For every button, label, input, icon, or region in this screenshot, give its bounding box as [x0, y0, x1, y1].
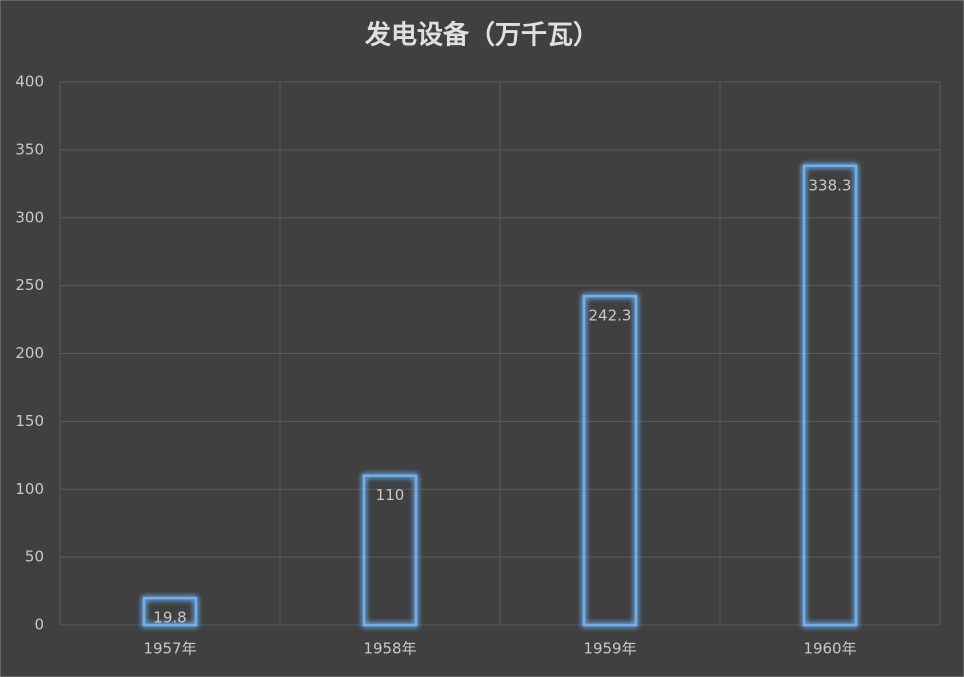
value-label: 338.3 [809, 176, 852, 194]
y-tick-label: 50 [25, 548, 44, 566]
y-tick-label: 200 [15, 344, 44, 362]
x-tick-label: 1957年 [143, 640, 196, 658]
y-tick-label: 400 [15, 73, 44, 91]
x-tick-label: 1958年 [363, 640, 416, 658]
x-tick-label: 1959年 [583, 640, 636, 658]
y-tick-label: 250 [15, 276, 44, 294]
value-label: 110 [376, 486, 405, 504]
y-tick-label: 350 [15, 140, 44, 158]
value-label: 19.8 [153, 609, 186, 627]
y-tick-label: 100 [15, 480, 44, 498]
y-tick-label: 300 [15, 208, 44, 226]
y-tick-label: 150 [15, 412, 44, 430]
bar [362, 474, 418, 627]
value-label: 242.3 [589, 307, 632, 325]
bar [142, 596, 198, 627]
y-tick-label: 0 [34, 616, 44, 634]
bar [802, 164, 858, 627]
bar [582, 294, 638, 627]
x-tick-label: 1960年 [803, 640, 856, 658]
chart-title: 发电设备（万千瓦） [364, 20, 599, 51]
